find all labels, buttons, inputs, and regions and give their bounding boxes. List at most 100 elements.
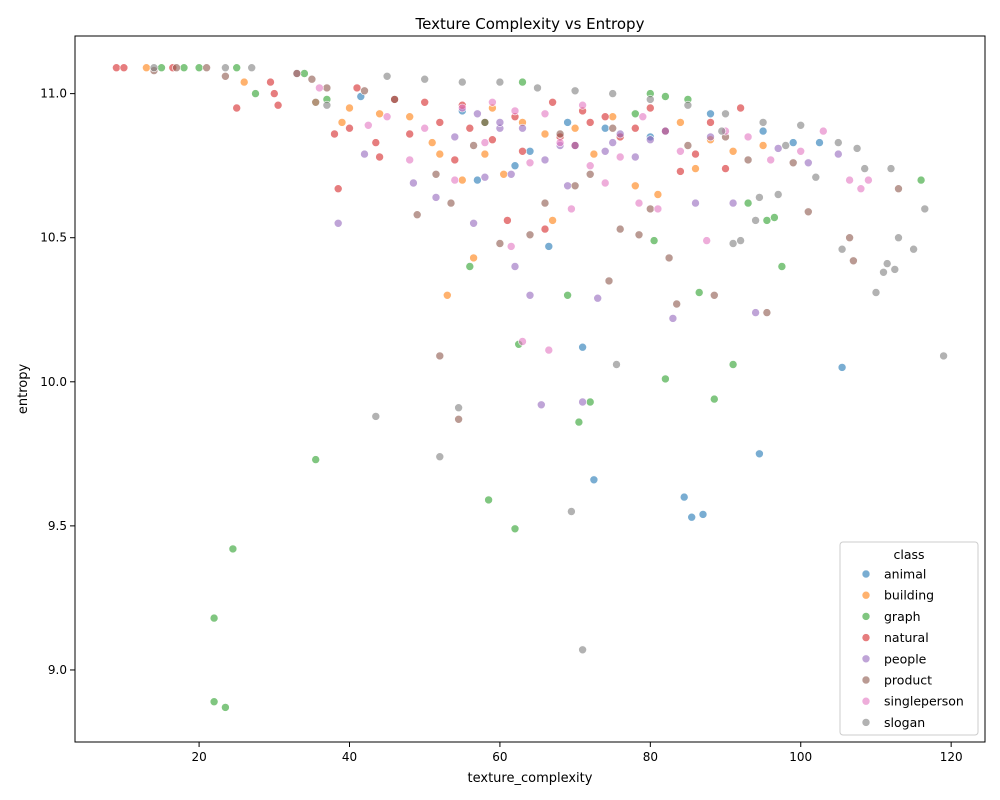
data-point-animal	[600, 123, 610, 133]
data-point-slogan	[578, 645, 587, 655]
data-point-people	[645, 135, 655, 144]
data-point-natural	[600, 112, 610, 121]
data-point-slogan	[890, 265, 900, 274]
data-point-building	[630, 181, 640, 191]
data-point-natural	[420, 98, 430, 107]
data-point-people	[803, 158, 813, 168]
data-point-graph	[228, 544, 238, 554]
x-axis-ticks: 20 40 60 80 100 120	[191, 742, 963, 764]
data-point-product	[469, 141, 478, 150]
data-point-singleperson	[864, 175, 873, 185]
data-point-animal	[578, 342, 587, 352]
legend-label-slogan: slogan	[884, 715, 925, 730]
legend-label-singleperson: singleperson	[884, 694, 964, 709]
data-point-product	[412, 210, 422, 219]
data-point-building	[570, 123, 580, 133]
data-point-natural	[540, 224, 550, 234]
data-point-animal	[544, 242, 554, 251]
data-point-slogan	[920, 204, 930, 214]
chart-title: Texture Complexity vs Entropy	[415, 15, 645, 33]
data-point-singleperson	[480, 138, 490, 147]
data-point-natural	[330, 129, 339, 139]
data-point-people	[661, 126, 670, 136]
data-point-product	[221, 72, 230, 81]
data-point-graph	[661, 374, 670, 384]
legend-label-natural: natural	[884, 630, 929, 645]
data-point-people	[691, 198, 700, 208]
data-point-singleperson	[567, 204, 576, 214]
data-point-product	[743, 155, 753, 165]
data-point-singleperson	[634, 198, 644, 208]
data-point-building	[758, 141, 768, 150]
data-point-natural	[371, 138, 381, 147]
data-point-building	[239, 77, 249, 87]
data-point-product	[849, 256, 858, 266]
data-point-graph	[194, 63, 204, 72]
data-point-people	[518, 123, 527, 133]
data-point-animal	[510, 161, 520, 170]
data-point-building	[653, 190, 663, 199]
data-point-people	[593, 293, 603, 303]
data-point-natural	[405, 129, 415, 139]
data-point-graph	[300, 69, 309, 78]
data-point-product	[495, 239, 505, 248]
data-point-slogan	[292, 69, 302, 78]
data-point-product	[454, 414, 463, 424]
data-point-animal	[837, 363, 847, 372]
data-point-graph	[465, 262, 475, 271]
data-point-slogan	[909, 244, 918, 254]
data-point-building	[337, 118, 347, 127]
data-point-slogan	[886, 164, 896, 173]
data-point-singleperson	[702, 236, 712, 245]
data-point-singleperson	[450, 175, 460, 185]
data-point-people	[563, 181, 572, 191]
data-point-product	[608, 123, 618, 133]
data-point-graph	[709, 394, 719, 404]
data-point-slogan	[837, 244, 847, 254]
data-point-graph	[574, 417, 584, 427]
data-point-graph	[743, 198, 753, 208]
data-point-animal	[755, 449, 764, 459]
legend-label-building: building	[884, 588, 934, 603]
data-point-slogan	[420, 74, 430, 84]
y-tick-label: 10.0	[40, 375, 67, 389]
data-point-people	[578, 397, 587, 407]
data-point-natural	[352, 83, 362, 93]
data-point-natural	[266, 77, 275, 87]
data-point-building	[540, 129, 550, 139]
y-tick-label: 10.5	[40, 231, 67, 245]
axes-frame	[74, 35, 986, 743]
data-point-slogan	[796, 121, 806, 130]
data-point-natural	[119, 63, 129, 72]
data-point-graph	[484, 495, 493, 505]
data-point-slogan	[721, 109, 730, 119]
data-point-singleperson	[615, 152, 625, 162]
data-point-natural	[488, 135, 497, 144]
data-point-slogan	[322, 100, 332, 110]
data-point-graph	[232, 63, 241, 72]
data-point-graph	[661, 92, 670, 101]
legend-title: class	[893, 547, 924, 562]
data-point-singleperson	[506, 242, 516, 251]
data-point-building	[548, 216, 557, 225]
data-point-slogan	[781, 141, 791, 150]
data-point-graph	[563, 290, 572, 300]
data-point-slogan	[570, 86, 580, 96]
data-point-slogan	[755, 193, 764, 202]
data-point-product	[604, 276, 614, 286]
data-point-singleperson	[578, 100, 587, 110]
data-point-natural	[269, 89, 279, 98]
data-point-product	[307, 74, 317, 84]
data-point-graph	[157, 63, 166, 72]
x-tick-label: 100	[789, 750, 812, 764]
data-point-slogan	[683, 100, 693, 110]
data-point-animal	[679, 492, 689, 502]
data-point-natural	[435, 118, 445, 127]
data-point-slogan	[871, 288, 881, 297]
data-point-building	[676, 118, 685, 127]
data-point-slogan	[894, 233, 903, 242]
data-point-slogan	[533, 83, 542, 93]
data-point-building	[142, 63, 151, 72]
data-point-product	[446, 198, 456, 208]
data-point-graph	[209, 613, 219, 623]
